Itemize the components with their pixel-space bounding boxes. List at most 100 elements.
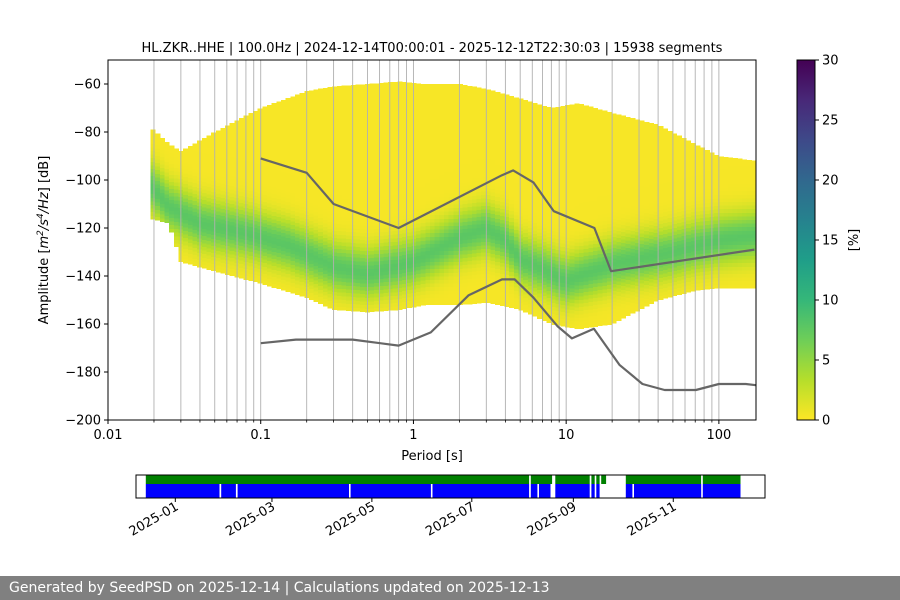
heatmap-cell bbox=[257, 128, 263, 133]
heatmap-cell bbox=[499, 154, 505, 159]
heatmap-cell bbox=[332, 262, 338, 267]
heatmap-cell bbox=[346, 220, 352, 225]
heatmap-cell bbox=[416, 284, 422, 289]
heatmap-cell bbox=[485, 89, 491, 91]
heatmap-cell bbox=[248, 237, 254, 242]
heatmap-cell bbox=[374, 206, 380, 211]
heatmap-cell bbox=[308, 191, 314, 196]
heatmap-cell bbox=[532, 265, 538, 270]
heatmap-cell bbox=[462, 289, 468, 294]
heatmap-cell bbox=[476, 133, 482, 138]
heatmap-cell bbox=[299, 134, 305, 139]
heatmap-cell bbox=[322, 266, 328, 271]
heatmap-cell bbox=[262, 270, 268, 275]
heatmap-cell bbox=[327, 293, 333, 298]
heatmap-cell bbox=[453, 268, 459, 273]
heatmap-cell bbox=[173, 174, 179, 179]
heatmap-cell bbox=[388, 94, 394, 99]
heatmap-cell bbox=[439, 175, 445, 180]
heatmap-cell bbox=[434, 88, 440, 93]
heatmap-column bbox=[388, 82, 394, 311]
heatmap-cell bbox=[532, 129, 538, 134]
heatmap-cell bbox=[485, 205, 491, 210]
heatmap-cell bbox=[495, 149, 501, 154]
heatmap-cell bbox=[569, 255, 575, 260]
heatmap-cell bbox=[276, 152, 282, 157]
heatmap-cell bbox=[360, 214, 366, 219]
heatmap-cell bbox=[378, 220, 384, 225]
heatmap-cell bbox=[369, 196, 375, 201]
heatmap-cell bbox=[481, 162, 487, 167]
heatmap-cell bbox=[411, 285, 417, 290]
heatmap-cell bbox=[327, 228, 333, 233]
heatmap-cell bbox=[225, 220, 231, 225]
heatmap-cell bbox=[485, 259, 491, 264]
heatmap-cell bbox=[546, 186, 552, 190]
heatmap-cell bbox=[532, 291, 538, 296]
heatmap-cell bbox=[294, 269, 300, 274]
heatmap-cell bbox=[457, 178, 463, 183]
heatmap-cell bbox=[332, 172, 338, 177]
heatmap-cell bbox=[495, 301, 501, 306]
heatmap-cell bbox=[350, 138, 356, 143]
heatmap-cell bbox=[425, 276, 431, 280]
heatmap-cell bbox=[318, 192, 324, 197]
heatmap-cell bbox=[276, 245, 282, 250]
heatmap-cell bbox=[285, 237, 291, 242]
heatmap-cell bbox=[271, 150, 277, 155]
heatmap-cell bbox=[262, 273, 268, 278]
heatmap-cell bbox=[201, 152, 207, 157]
heatmap-cell bbox=[220, 140, 226, 145]
heatmap-cell bbox=[425, 84, 431, 86]
heatmap-cell bbox=[267, 221, 273, 226]
heatmap-cell bbox=[183, 169, 189, 174]
heatmap-cell bbox=[481, 108, 487, 113]
heatmap-cell bbox=[290, 260, 296, 265]
heatmap-cell bbox=[392, 119, 398, 124]
heatmap-cell bbox=[322, 226, 328, 231]
heatmap-cell bbox=[374, 134, 380, 139]
heatmap-cell bbox=[551, 288, 557, 293]
heatmap-cell bbox=[541, 165, 547, 170]
heatmap-cell bbox=[560, 282, 566, 287]
heatmap-cell bbox=[280, 232, 287, 237]
heatmap-cell bbox=[220, 190, 226, 195]
heatmap-cell bbox=[462, 228, 468, 233]
heatmap-cell bbox=[457, 207, 463, 212]
heatmap-cell bbox=[569, 248, 575, 253]
heatmap-cell bbox=[453, 272, 459, 277]
heatmap-cell bbox=[565, 222, 571, 227]
heatmap-cell bbox=[285, 133, 291, 138]
heatmap-cell bbox=[425, 189, 431, 194]
heatmap-cell bbox=[341, 169, 347, 174]
heatmap-cell bbox=[434, 196, 440, 201]
heatmap-cell bbox=[546, 258, 552, 262]
heatmap-column bbox=[495, 91, 501, 306]
heatmap-cell bbox=[299, 220, 305, 225]
heatmap-cell bbox=[397, 223, 403, 228]
heatmap-cell bbox=[360, 282, 366, 287]
heatmap-cell bbox=[383, 141, 389, 146]
heatmap-cell bbox=[457, 113, 463, 118]
heatmap-cell bbox=[416, 176, 422, 181]
heatmap-cell bbox=[336, 130, 342, 134]
heatmap-cell bbox=[471, 112, 477, 117]
heatmap-cell bbox=[569, 230, 575, 235]
heatmap-cell bbox=[253, 148, 259, 153]
heatmap-column bbox=[327, 87, 333, 309]
heatmap-cell bbox=[327, 88, 333, 93]
heatmap-cell bbox=[513, 261, 519, 266]
heatmap-cell bbox=[346, 177, 352, 182]
heatmap-cell bbox=[253, 163, 259, 167]
heatmap-cell bbox=[513, 211, 519, 216]
heatmap-cell bbox=[276, 224, 282, 229]
heatmap-cell bbox=[150, 147, 156, 152]
heatmap-cell bbox=[360, 196, 366, 201]
heatmap-cell bbox=[495, 286, 501, 291]
heatmap-cell bbox=[225, 227, 231, 232]
heatmap-cell bbox=[262, 212, 268, 217]
heatmap-cell bbox=[383, 281, 389, 286]
heatmap-cell bbox=[239, 209, 245, 214]
heatmap-cell bbox=[285, 230, 291, 235]
heatmap-cell bbox=[402, 250, 408, 255]
